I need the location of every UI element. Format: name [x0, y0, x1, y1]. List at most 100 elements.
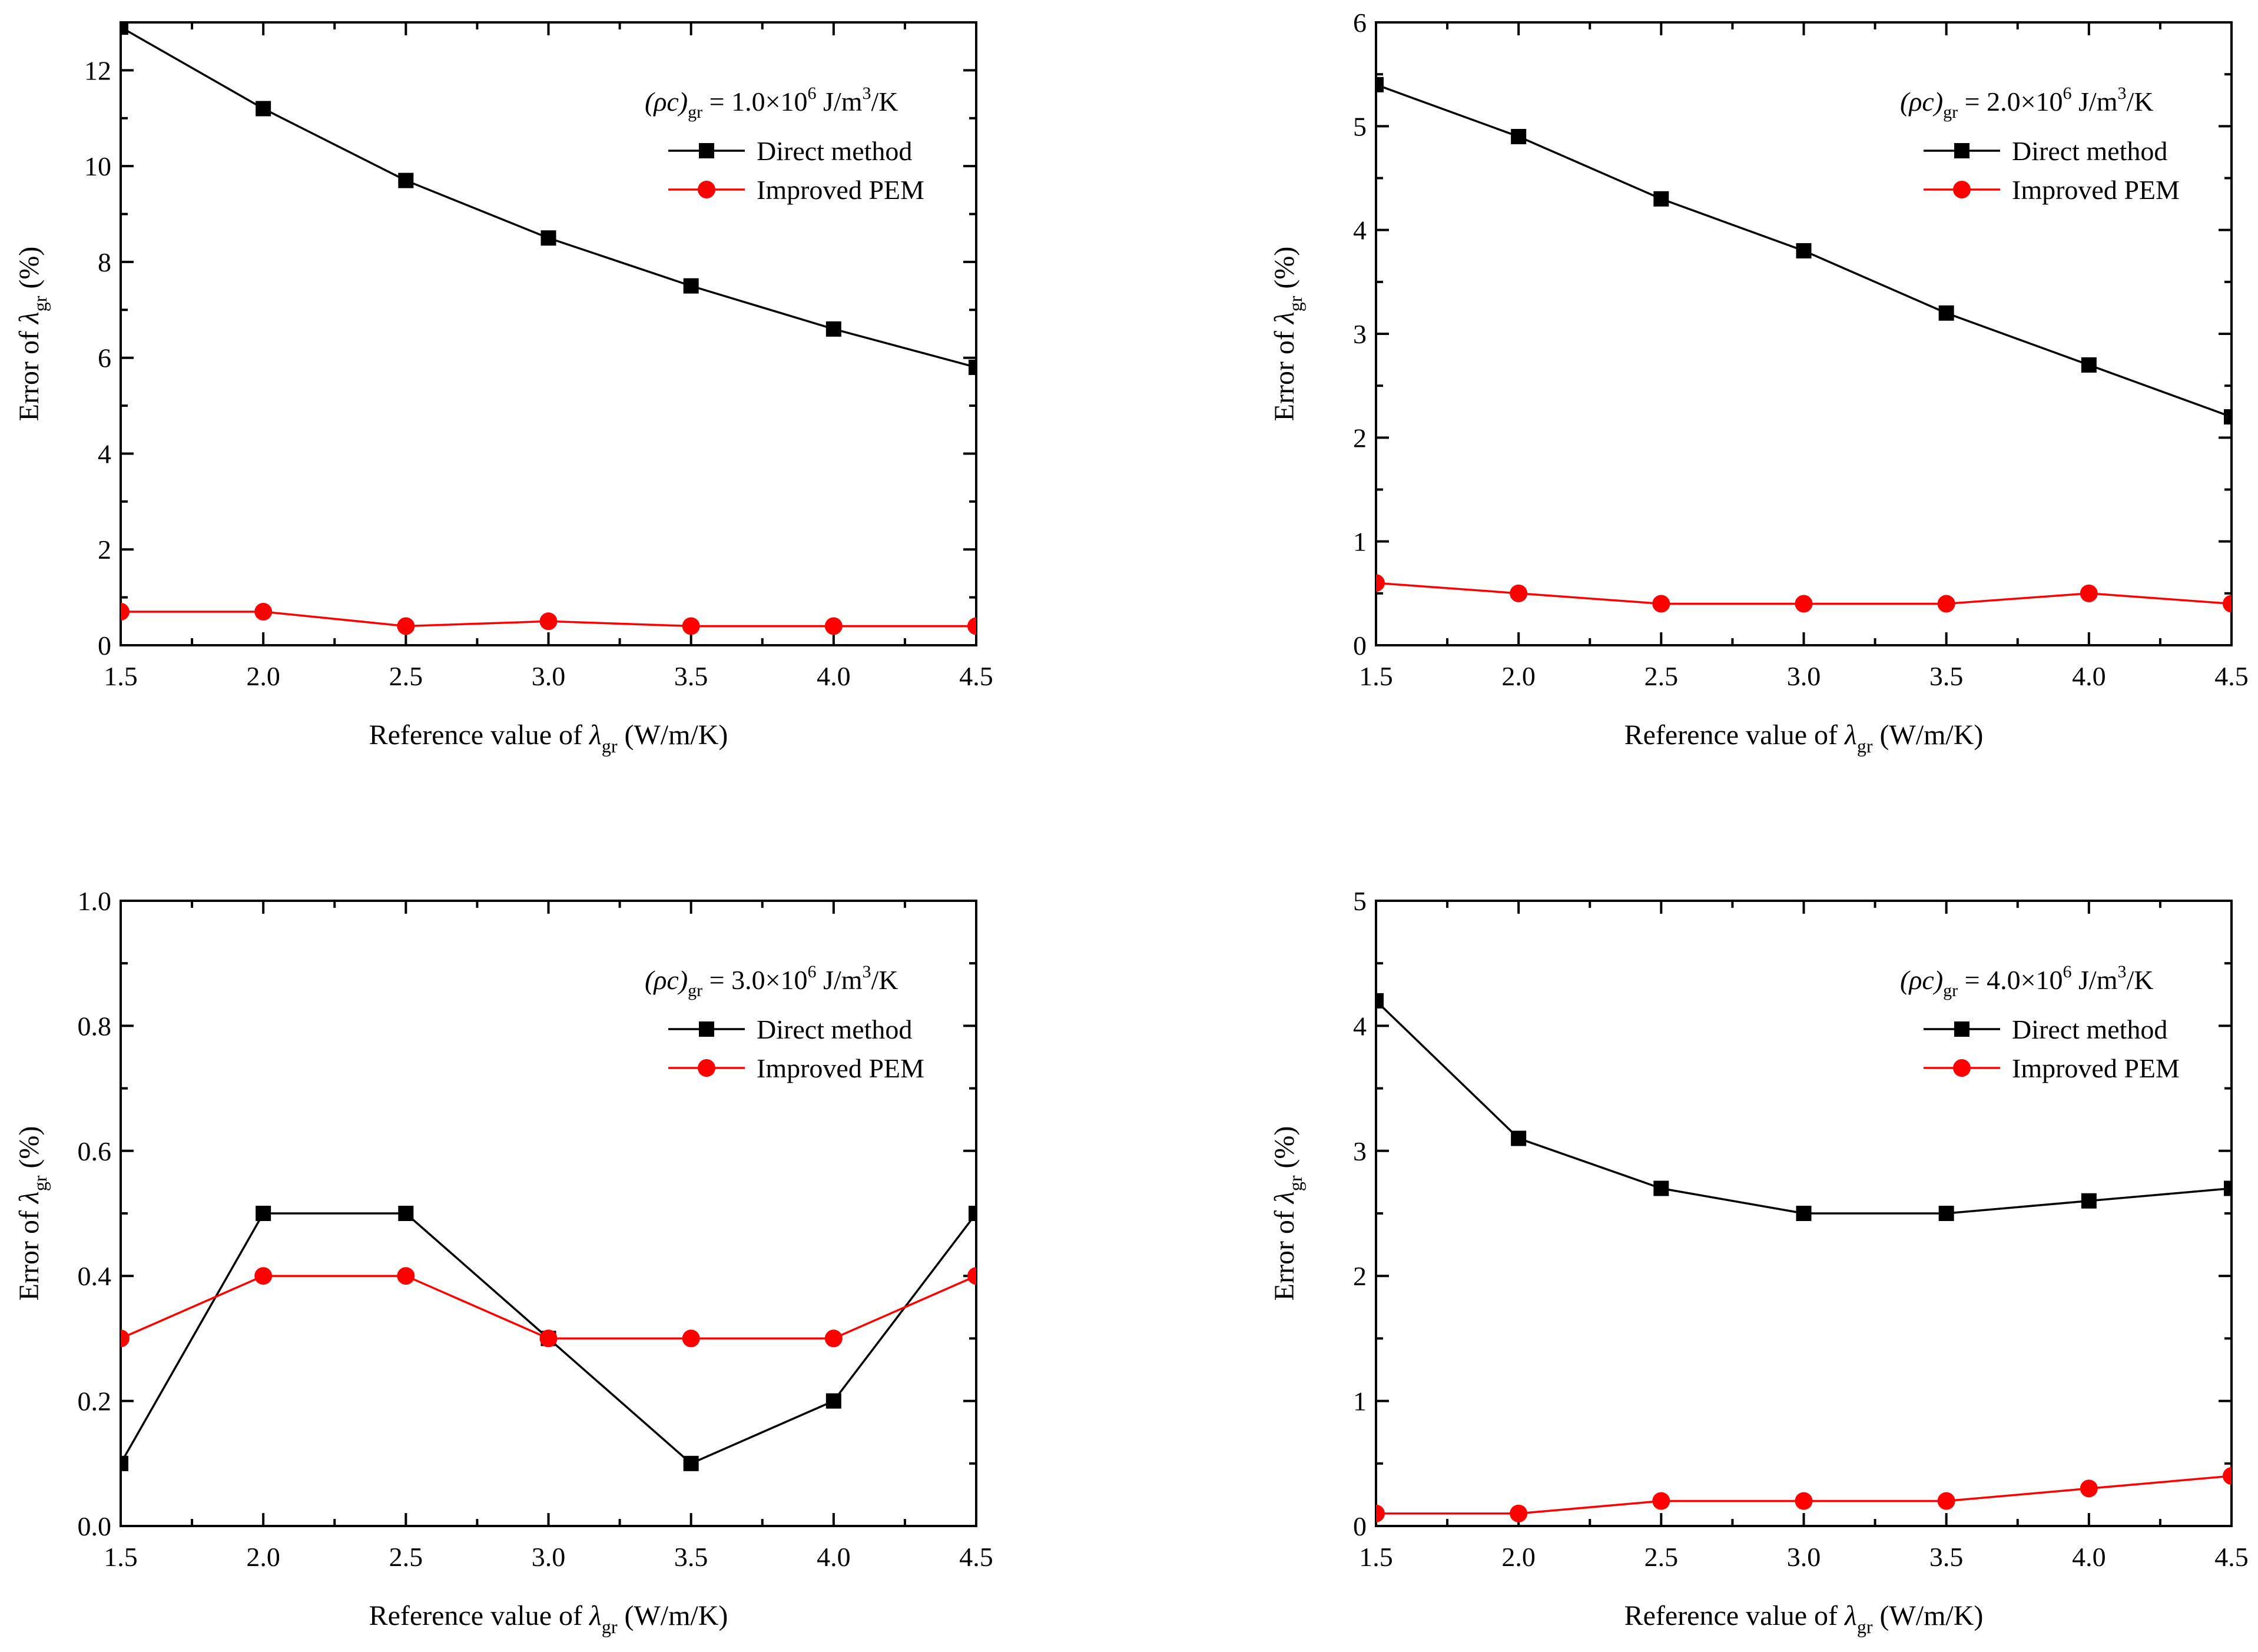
legend-direct-method-marker	[699, 1021, 714, 1037]
direct-method-point	[825, 1393, 841, 1409]
parameter-annotation: (ρc)gr = 3.0×106 J/m3/K	[645, 962, 898, 1000]
series-group	[1376, 993, 2232, 1522]
x-tick-label: 1.5	[104, 1542, 138, 1572]
y-axis-label-text: Error of	[14, 1203, 45, 1301]
annotation-unit-exponent: 3	[2118, 962, 2127, 981]
legend: Direct method Improved PEM	[1924, 136, 2180, 205]
improved-pem-point	[397, 1267, 415, 1285]
improved-pem-point	[1510, 584, 1528, 602]
y-axis-label-symbol: λ	[14, 311, 45, 325]
y-axis-label-unit: (%)	[1269, 247, 1300, 296]
chart-panel-bottom-right: 1.5 2.0 2.5 3.0 3.5 4.0 4.5 0 1 2 3 4 5 Reference val…	[1269, 886, 2249, 1637]
x-tick-label: 4.0	[2072, 661, 2106, 691]
x-tick-label: 1.5	[104, 661, 138, 691]
y-tick-label: 4	[1353, 1011, 1367, 1041]
x-tick-label: 4.0	[2072, 1542, 2106, 1572]
annotation-unit: J/m	[817, 87, 863, 117]
improved-pem-point	[2223, 1467, 2232, 1485]
improved-pem-point	[121, 1329, 130, 1348]
legend-direct-method-marker	[699, 143, 714, 158]
improved-pem-point	[397, 617, 415, 635]
x-tick-label: 1.5	[1359, 1542, 1393, 1572]
parameter-annotation: (ρc)gr = 2.0×106 J/m3/K	[1900, 84, 2154, 122]
x-axis-label-unit: (W/m/K)	[617, 1600, 728, 1631]
x-tick-label: 3.0	[1787, 661, 1821, 691]
x-tick-label: 3.5	[674, 1542, 708, 1572]
direct-method-point	[1796, 1206, 1812, 1221]
improved-pem-point	[967, 617, 976, 635]
improved-pem-point	[1795, 595, 1813, 613]
y-tick-label: 8	[98, 247, 111, 277]
y-axis-label-text: Error of	[14, 324, 45, 421]
x-tick-label: 3.0	[1787, 1542, 1821, 1572]
y-axis-label-unit: (%)	[14, 1126, 45, 1176]
y-axis-label: Error of λgr (%)	[1269, 247, 1306, 422]
annotation-unit-exponent: 3	[863, 84, 871, 103]
annotation-prefix: (ρc)	[1900, 87, 1943, 117]
y-axis-label: Error of λgr (%)	[1269, 1126, 1306, 1301]
y-tick-label: 1.0	[78, 886, 112, 916]
x-tick-label: 3.0	[532, 1542, 566, 1572]
direct-method-point	[398, 173, 414, 188]
direct-method-point	[1653, 191, 1669, 207]
improved-pem-point	[1376, 1504, 1385, 1522]
direct-method-point	[1653, 1180, 1669, 1196]
y-tick-label: 0	[1353, 631, 1367, 661]
x-axis-label: Reference value of λgr (W/m/K)	[369, 719, 728, 757]
y-tick-label: 2	[1353, 423, 1367, 453]
y-tick-label: 10	[84, 151, 111, 181]
x-axis-label-symbol: λ	[1843, 1600, 1857, 1631]
annotation-prefix: (ρc)	[1900, 965, 1943, 995]
y-axis-label-text: Error of	[1269, 1203, 1300, 1301]
y-tick-label: 1	[1353, 527, 1367, 557]
direct-method-point	[2081, 1193, 2097, 1209]
improved-pem-point	[682, 617, 700, 635]
y-tick-label: 3	[1353, 319, 1367, 349]
y-tick-label: 5	[1353, 886, 1367, 916]
annotation-prefix-subscript: gr	[1943, 102, 1958, 122]
improved-pem-point	[1510, 1504, 1528, 1522]
direct-method-point	[2224, 409, 2232, 425]
improved-pem-point	[1937, 1492, 1955, 1510]
x-tick-label: 4.0	[817, 661, 851, 691]
annotation-value: = 2.0×10	[1958, 87, 2063, 117]
direct-method-point	[683, 1455, 699, 1471]
improved-pem-point	[1652, 595, 1670, 613]
x-tick-label: 3.0	[532, 661, 566, 691]
annotation-prefix-subscript: gr	[688, 102, 702, 122]
legend-improved-pem-marker	[1953, 1059, 1971, 1077]
legend: Direct method Improved PEM	[668, 136, 924, 205]
annotation-prefix: (ρc)	[645, 87, 688, 117]
x-axis-label-symbol: λ	[1843, 719, 1857, 751]
direct-method-point	[1376, 993, 1384, 1009]
y-tick-label: 4	[98, 439, 111, 469]
x-axis-label-subscript: gr	[602, 1616, 618, 1637]
parameter-annotation: (ρc)gr = 4.0×106 J/m3/K	[1900, 962, 2154, 1000]
improved-pem-point	[539, 612, 558, 631]
improved-pem-point	[824, 617, 843, 635]
direct-method-point	[1511, 1130, 1527, 1146]
y-tick-label: 6	[98, 343, 111, 373]
legend-improved-pem-marker	[698, 1059, 715, 1077]
x-tick-label: 4.5	[959, 1542, 993, 1572]
improved-pem-point	[682, 1329, 700, 1348]
direct-method-point	[969, 1206, 976, 1221]
y-tick-label: 0	[1353, 1511, 1367, 1541]
direct-method-point	[1796, 243, 1812, 258]
annotation-unit-tail: /K	[2127, 87, 2154, 117]
x-tick-label: 2.0	[246, 661, 280, 691]
y-axis-label-subscript: gr	[1285, 296, 1306, 311]
direct-method-point	[398, 1206, 414, 1221]
y-axis-label: Error of λgr (%)	[14, 1126, 51, 1301]
direct-method-point	[541, 230, 556, 246]
x-tick-label: 4.5	[2214, 661, 2249, 691]
x-tick-label: 3.5	[1929, 1542, 1964, 1572]
x-tick-label: 2.5	[389, 1542, 423, 1572]
improved-pem-point	[539, 1329, 558, 1348]
improved-pem-point	[254, 1267, 273, 1285]
x-axis-label-text: Reference value of	[1624, 1600, 1845, 1631]
y-axis-label-text: Error of	[1269, 324, 1300, 421]
chart-panel-bottom-left: 1.5 2.0 2.5 3.0 3.5 4.0 4.5 0.0 0.2 0.4 0.6 0.8 1.0 R…	[14, 886, 993, 1637]
y-axis-label-symbol: λ	[1269, 311, 1300, 325]
